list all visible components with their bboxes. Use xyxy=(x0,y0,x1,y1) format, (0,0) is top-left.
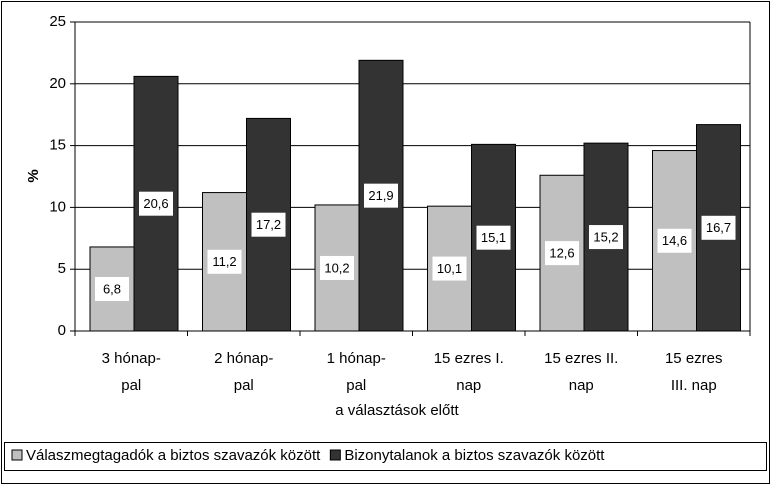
data-label-box xyxy=(320,255,354,280)
data-label: 21,9 xyxy=(368,188,393,203)
x-tick-label-line: pal xyxy=(121,377,141,394)
x-tick-label: 15 ezres III. nap xyxy=(665,350,723,394)
data-label-box xyxy=(364,183,398,208)
x-tick-label-line: 15 ezres xyxy=(665,350,723,367)
x-tick-label-line: 15 ezres II. xyxy=(544,350,618,367)
data-label: 12,6 xyxy=(549,246,574,261)
legend-swatch xyxy=(11,449,23,461)
x-tick-label: 2 hónap-pal xyxy=(214,350,273,394)
x-tick-label-line: pal xyxy=(234,377,254,394)
data-label-box xyxy=(545,241,579,266)
y-tick-label: 10 xyxy=(49,198,66,215)
data-label-box xyxy=(207,249,242,274)
x-tick-label: 1 hónap-pal xyxy=(327,350,386,394)
y-tick-label: 25 xyxy=(49,13,66,30)
data-label: 6,8 xyxy=(103,281,121,296)
data-label: 11,2 xyxy=(212,254,236,269)
data-label: 14,6 xyxy=(662,233,687,248)
data-label: 10,1 xyxy=(437,261,462,276)
y-tick-label: 0 xyxy=(58,322,66,339)
y-tick-label: 20 xyxy=(49,75,66,92)
data-label-box xyxy=(476,225,511,250)
data-label-box xyxy=(251,212,286,237)
legend-label: Válaszmegtagadók a biztos szavazók közöt… xyxy=(26,447,321,464)
x-tick-label-line: 15 ezres I. xyxy=(434,350,504,367)
x-tick-label: 15 ezres I. nap xyxy=(434,350,504,394)
x-tick-label: 3 hónap-pal xyxy=(102,350,161,394)
data-label-box xyxy=(701,215,736,240)
data-label-box xyxy=(657,228,692,253)
y-tick-label: 5 xyxy=(58,260,66,277)
x-tick-label-line: nap xyxy=(456,377,481,394)
data-label-box xyxy=(432,256,467,281)
legend-label: Bizonytalanok a biztos szavazók között xyxy=(344,447,605,464)
x-tick-label-line: nap xyxy=(569,377,594,394)
x-tick-label-line: pal xyxy=(346,377,366,394)
legend-box xyxy=(4,442,767,471)
x-tick-label-line: 2 hónap- xyxy=(214,350,273,367)
data-label: 20,6 xyxy=(143,196,168,211)
y-axis-label: % xyxy=(25,169,42,182)
data-label: 16,7 xyxy=(706,220,731,235)
data-label: 17,2 xyxy=(256,217,281,232)
data-label: 15,1 xyxy=(481,230,506,245)
data-label: 15,2 xyxy=(593,230,618,245)
x-tick-label-line: 1 hónap- xyxy=(327,350,386,367)
legend-swatch xyxy=(329,449,341,461)
x-tick-label-line: III. nap xyxy=(671,377,717,394)
data-label-box xyxy=(139,191,173,216)
x-tick-label-line: 3 hónap- xyxy=(102,350,161,367)
data-label-box xyxy=(95,276,129,301)
x-tick-label: 15 ezres II. nap xyxy=(544,350,618,394)
x-axis-label: a választások előtt xyxy=(335,402,459,419)
y-tick-label: 15 xyxy=(49,137,66,154)
data-label: 10,2 xyxy=(324,260,349,275)
data-label-box xyxy=(589,225,623,250)
